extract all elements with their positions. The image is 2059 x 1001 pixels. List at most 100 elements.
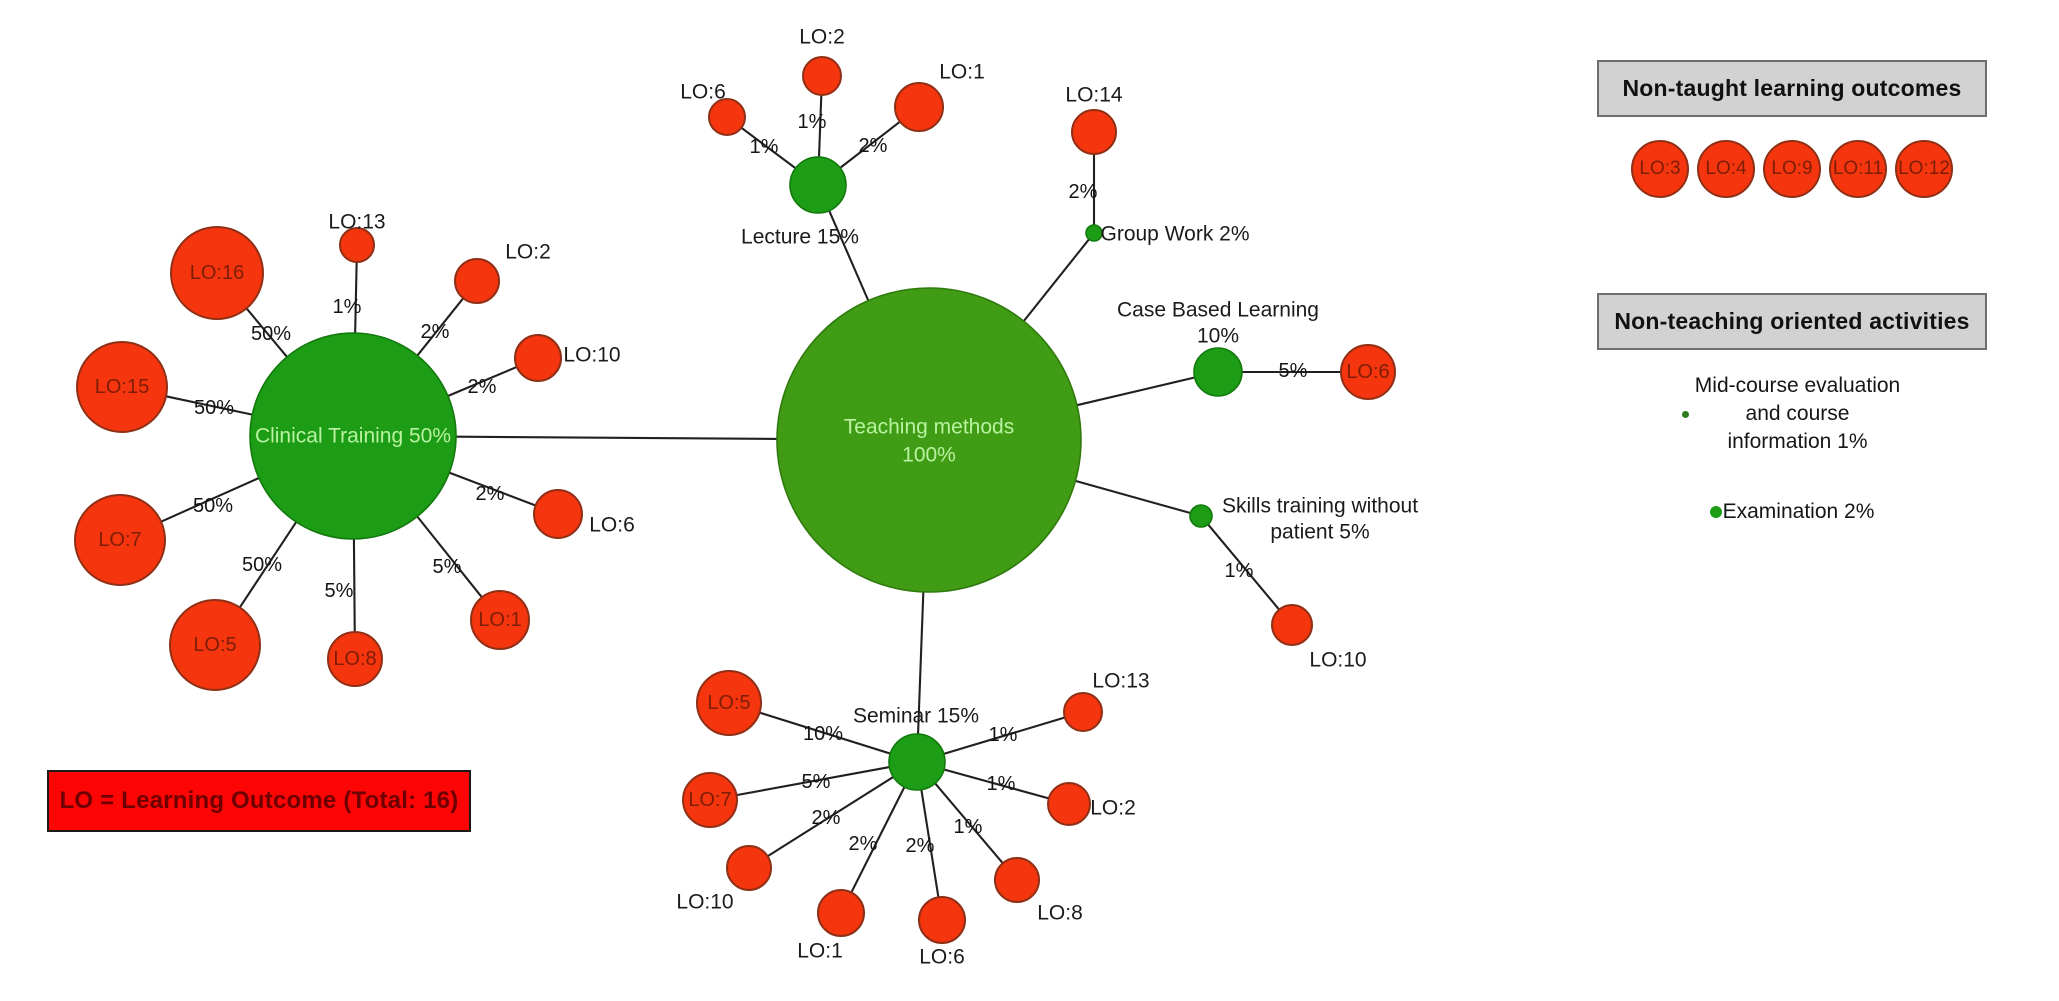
green-dot-icon [1681, 410, 1689, 418]
learning-outcome-node[interactable] [894, 82, 944, 132]
learning-outcome-label: LO:1 [478, 609, 521, 631]
edges-layer [160, 94, 1341, 898]
learning-outcome-node[interactable] [726, 845, 772, 891]
learning-outcome-node[interactable] [1063, 692, 1103, 732]
edge-percent-label: 5% [802, 771, 831, 793]
non-teaching-items: Mid-course evaluation and course informa… [1597, 372, 1987, 526]
edge-percent-label: 50% [242, 554, 282, 576]
edge-percent-label: 2% [1069, 181, 1098, 203]
edge-percent-label: 5% [325, 580, 354, 602]
learning-outcome-label: LO:8 [333, 648, 376, 670]
learning-outcome-node[interactable] [1071, 109, 1117, 155]
edge-method-to-outcome [920, 789, 940, 898]
edge-percent-label: 2% [906, 835, 935, 857]
learning-outcome-node[interactable] [708, 98, 746, 136]
learning-outcome-node[interactable] [918, 896, 966, 944]
edge-percent-label: 50% [193, 495, 233, 517]
edge-percent-label: 1% [989, 724, 1018, 746]
edge-root-to-method [1076, 376, 1195, 407]
edge-method-to-outcome [943, 768, 1050, 800]
edge-percent-label: 2% [812, 807, 841, 829]
edge-root-to-method [455, 435, 778, 440]
learning-outcome-node[interactable] [470, 590, 530, 650]
learning-outcome-node[interactable] [74, 494, 166, 586]
learning-outcome-label: LO:6 [1346, 361, 1389, 383]
teaching-method-node-group-work[interactable] [1085, 224, 1103, 242]
learning-outcome-node[interactable] [817, 889, 865, 937]
learning-outcome-label: LO:1 [939, 61, 985, 84]
edge-root-to-method [1075, 479, 1191, 515]
learning-outcome-node[interactable] [533, 489, 583, 539]
method-label-seminar: Seminar 15% [853, 705, 979, 728]
learning-outcome-label: LO:13 [328, 211, 385, 234]
learning-outcome-node[interactable] [169, 599, 261, 691]
learning-outcome-node[interactable] [994, 857, 1040, 903]
edge-percent-label: 1% [1225, 560, 1254, 582]
learning-outcome-label: LO:6 [680, 81, 726, 104]
learning-outcome-node[interactable] [1340, 344, 1396, 400]
root-node-label: Teaching methods [844, 416, 1014, 439]
learning-outcome-node[interactable] [327, 631, 383, 687]
root-node-percent: 100% [902, 444, 956, 467]
learning-outcome-node[interactable] [682, 772, 738, 828]
non-taught-lo-chip: LO:12 [1895, 140, 1953, 198]
learning-outcome-label: LO:5 [707, 692, 750, 714]
edge-method-to-outcome [447, 365, 518, 397]
edge-method-to-outcome [740, 126, 797, 170]
edge-percent-label: 1% [750, 136, 779, 158]
teaching-method-node-root[interactable] [776, 287, 1082, 593]
learning-outcome-label: LO:2 [505, 241, 551, 264]
learning-outcome-node[interactable] [1271, 604, 1313, 646]
edge-percent-label: 1% [987, 773, 1016, 795]
edge-percent-label: 2% [468, 376, 497, 398]
edge-percent-label: 10% [803, 723, 843, 745]
non-taught-lo-chip: LO:9 [1763, 140, 1821, 198]
edge-method-to-outcome [767, 776, 894, 858]
activity-item-mid-course: Mid-course evaluation and course informa… [1597, 372, 1987, 456]
non-taught-lo-chip: LO:11 [1829, 140, 1887, 198]
edge-root-to-method [828, 210, 870, 302]
teaching-method-node-clinical-training[interactable] [249, 332, 457, 540]
teaching-method-node-skills-training[interactable] [1189, 504, 1213, 528]
method-label-case-based-learning: 10% [1197, 325, 1239, 348]
learning-outcome-label: LO:7 [688, 789, 731, 811]
edge-method-to-outcome [245, 307, 288, 358]
learning-outcome-label: LO:14 [1065, 84, 1123, 107]
learning-outcome-label: LO:2 [799, 26, 845, 49]
learning-outcome-node[interactable] [339, 227, 375, 263]
edge-percent-label: 1% [954, 816, 983, 838]
learning-outcome-label: LO:6 [589, 514, 635, 537]
non-taught-learning-outcomes-panel: Non-taught learning outcomes LO:3 LO:4 LO:… [1597, 60, 1987, 198]
learning-outcome-node[interactable] [170, 226, 264, 320]
learning-outcome-node[interactable] [802, 56, 842, 96]
edge-method-to-outcome [839, 120, 901, 169]
edge-percent-label: 2% [476, 483, 505, 505]
teaching-method-node-lecture[interactable] [789, 156, 847, 214]
edge-method-to-outcome [934, 782, 1004, 864]
edge-method-to-outcome [165, 395, 253, 416]
learning-outcome-label: LO:10 [563, 344, 620, 367]
activity-item-label: Mid-course evaluation and course informa… [1694, 374, 1901, 453]
learning-outcome-node[interactable] [514, 334, 562, 382]
activity-item-examination: Examination 2% [1597, 498, 1987, 526]
teaching-method-node-seminar[interactable] [888, 733, 946, 791]
edge-percent-label: 2% [849, 833, 878, 855]
learning-outcome-label: LO:5 [193, 634, 236, 656]
learning-outcome-node[interactable] [76, 341, 168, 433]
learning-outcome-node[interactable] [1047, 782, 1091, 826]
non-taught-panel-title: Non-taught learning outcomes [1597, 60, 1987, 117]
learning-outcome-label: LO:10 [676, 891, 733, 914]
learning-outcome-node[interactable] [454, 258, 500, 304]
learning-outcome-label: LO:8 [1037, 902, 1083, 925]
edge-percent-label: 5% [1279, 360, 1308, 382]
method-label-skills-training: Skills training without [1222, 495, 1418, 518]
learning-outcome-node[interactable] [696, 670, 762, 736]
non-taught-lo-chip: LO:3 [1631, 140, 1689, 198]
teaching-method-node-case-based-learning[interactable] [1193, 347, 1243, 397]
edge-percent-label: 1% [798, 111, 827, 133]
learning-outcome-label: LO:15 [95, 376, 149, 398]
method-label-skills-training: patient 5% [1270, 521, 1369, 544]
edge-root-to-method [1022, 238, 1090, 322]
learning-outcome-label: LO:7 [98, 529, 141, 551]
